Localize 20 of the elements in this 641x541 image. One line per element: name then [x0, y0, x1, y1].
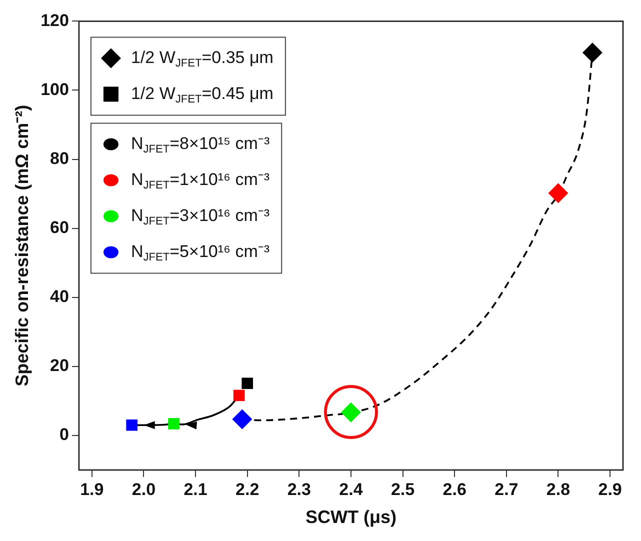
y-tick-label: 60 [50, 218, 69, 238]
x-axis-title: SCWT (μs) [305, 507, 396, 528]
y-tick-label: 20 [50, 356, 69, 376]
x-tick-label: 1.9 [80, 480, 104, 499]
y-tick-label: 120 [40, 10, 69, 30]
y-tick-label: 0 [59, 425, 69, 444]
x-tick-label: 2.5 [390, 480, 415, 499]
x-tick-label: 2.7 [494, 480, 518, 499]
y-tick-label: 80 [50, 148, 69, 168]
x-tick-label: 2.8 [546, 480, 570, 499]
x-tick-label: 2.6 [442, 480, 466, 499]
x-tick-label: 2.4 [339, 480, 364, 499]
x-tick-label: 2.3 [287, 480, 311, 499]
y-tick-label: 40 [50, 287, 69, 306]
x-tick-label: 2.0 [132, 480, 156, 499]
x-tick-label: 2.9 [598, 480, 622, 499]
x-tick-label: 2.2 [236, 480, 260, 499]
y-axis-title: Specific on-resistance (mΩ cm⁻²) [12, 104, 32, 386]
y-tick-label: 100 [40, 80, 69, 99]
x-tick-label: 2.1 [184, 480, 208, 499]
